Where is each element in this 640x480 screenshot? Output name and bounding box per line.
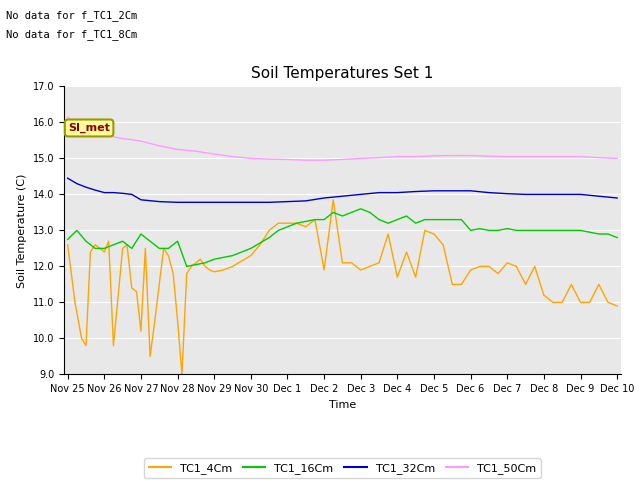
Text: SI_met: SI_met xyxy=(68,123,110,133)
X-axis label: Time: Time xyxy=(329,400,356,409)
Text: No data for f_TC1_8Cm: No data for f_TC1_8Cm xyxy=(6,29,138,40)
Y-axis label: Soil Temperature (C): Soil Temperature (C) xyxy=(17,173,28,288)
Legend: TC1_4Cm, TC1_16Cm, TC1_32Cm, TC1_50Cm: TC1_4Cm, TC1_16Cm, TC1_32Cm, TC1_50Cm xyxy=(144,458,541,478)
Text: No data for f_TC1_2Cm: No data for f_TC1_2Cm xyxy=(6,10,138,21)
Title: Soil Temperatures Set 1: Soil Temperatures Set 1 xyxy=(252,66,433,81)
